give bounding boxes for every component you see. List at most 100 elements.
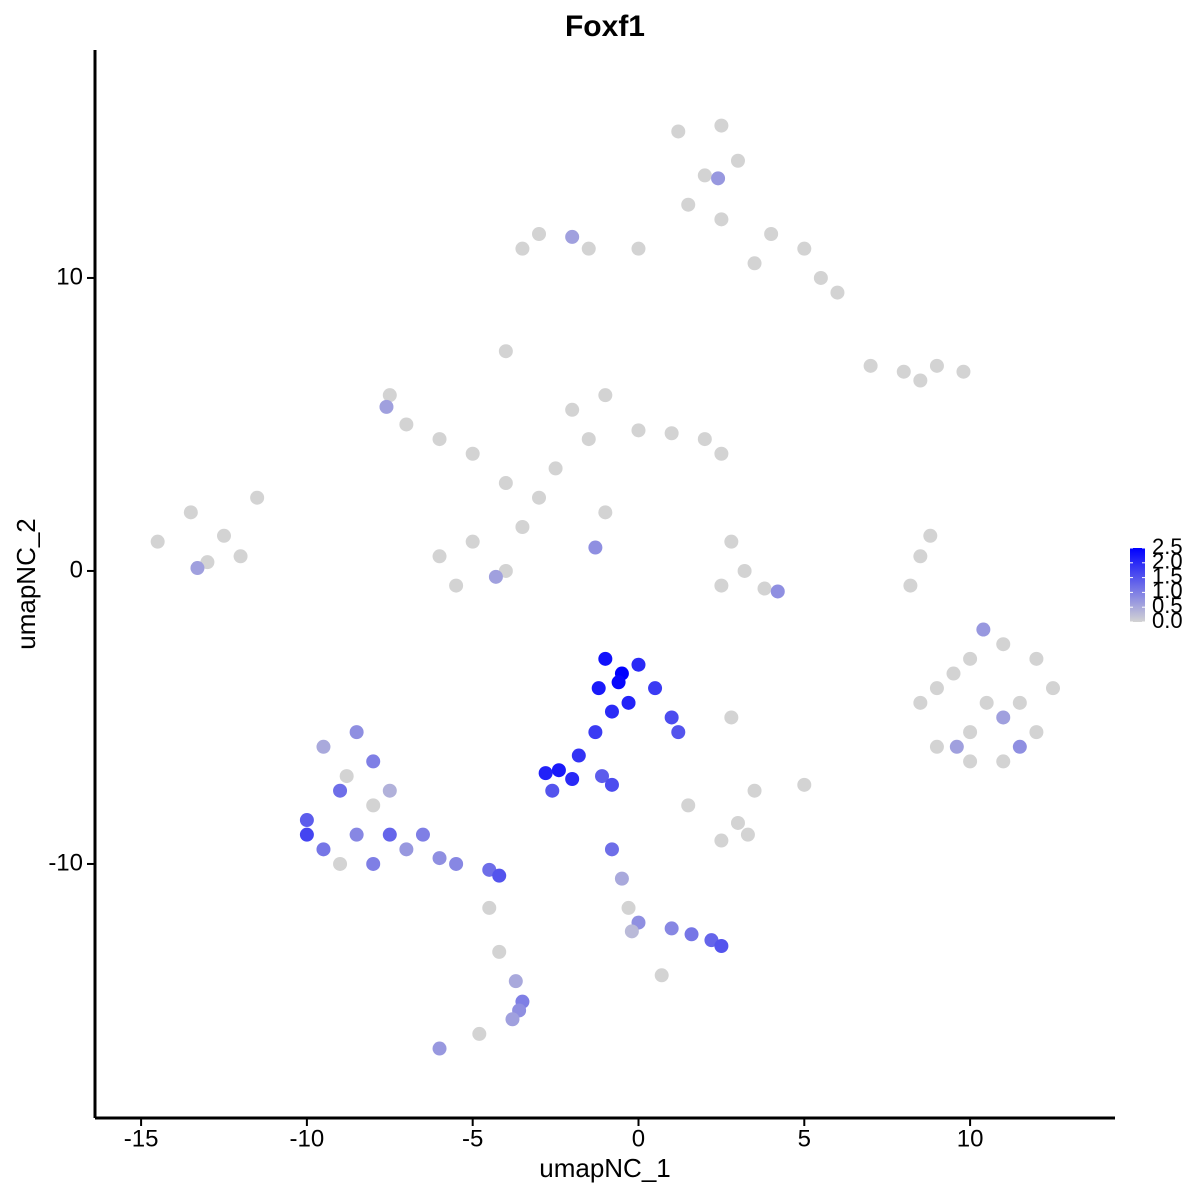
cell-point [581,432,596,447]
x-tick-label: -15 [124,1125,159,1152]
cell-point [250,490,265,505]
cell-point [664,710,679,725]
cell-point [299,813,314,828]
colorbar-tick-label: 0.0 [1152,608,1183,633]
cell-point [316,842,331,857]
cell-point [565,771,580,786]
cell-point [956,364,971,379]
cell-point [1012,739,1027,754]
colorbar-tick-label: 1.5 [1152,563,1183,588]
cell-point [664,921,679,936]
cell-point [929,681,944,696]
cell-point [1029,651,1044,666]
cell-point [621,695,636,710]
cell-point [913,549,928,564]
cell-point [339,769,354,784]
cell-point [730,153,745,168]
cell-point [538,766,553,781]
cell-point [366,754,381,769]
cell-point [399,842,414,857]
cell-point [571,748,586,763]
cell-point [432,432,447,447]
cell-point [923,528,938,543]
cell-point [472,1026,487,1041]
y-tick-label: -10 [48,849,83,876]
cell-point [349,827,364,842]
cell-point [830,285,845,300]
cell-point [598,651,613,666]
y-axis-label: umapNC_2 [11,518,41,650]
cell-point [515,520,530,535]
cell-point [233,549,248,564]
cell-point [508,974,523,989]
cell-point [913,373,928,388]
cell-point [379,399,394,414]
cell-point [498,344,513,359]
cell-point [714,578,729,593]
cell-point [747,256,762,271]
cell-point [515,241,530,256]
cell-point [399,417,414,432]
cell-point [621,900,636,915]
cell-point [216,528,231,543]
cell-point [366,798,381,813]
x-tick-label: 10 [957,1125,984,1152]
cell-point [654,968,669,983]
colorbar-tick-label: 0.5 [1152,593,1183,618]
cell-point [1029,725,1044,740]
cell-point [648,681,663,696]
cell-point [333,783,348,798]
colorbar [1130,548,1145,622]
cell-point [929,739,944,754]
cell-point [963,754,978,769]
cell-point [681,197,696,212]
cell-point [532,490,547,505]
cell-point [757,581,772,596]
cell-point [671,725,686,740]
cell-point [949,739,964,754]
cell-point [714,939,729,954]
cell-point [492,868,507,883]
cell-point [488,569,503,584]
cell-point [449,578,464,593]
chart-title: Foxf1 [565,10,645,43]
cell-point [449,856,464,871]
cell-point [349,725,364,740]
cell-point [724,534,739,549]
cell-point [740,827,755,842]
y-tick-label: 0 [70,556,83,583]
cell-point [492,944,507,959]
cell-point [747,783,762,798]
cell-point [737,563,752,578]
colorbar-tick-label: 1.0 [1152,578,1183,603]
cell-point [183,505,198,520]
cell-point [797,241,812,256]
cell-point [979,695,994,710]
cell-point [913,695,928,710]
x-tick-label: 5 [798,1125,811,1152]
cell-point [664,426,679,441]
cell-point [611,675,626,690]
cell-point [946,666,961,681]
cell-point [598,388,613,403]
cell-point [711,171,726,186]
cell-point [382,783,397,798]
cell-point [432,1041,447,1056]
cell-point [598,505,613,520]
x-tick-label: -10 [290,1125,325,1152]
cell-point [903,578,918,593]
cell-point [714,833,729,848]
cell-point [614,871,629,886]
cell-point [432,851,447,866]
cell-point [624,924,639,939]
cell-point [581,241,596,256]
cell-point [382,388,397,403]
cell-point [150,534,165,549]
cell-point [963,725,978,740]
y-tick-label: 10 [56,263,83,290]
cell-point [996,754,1011,769]
cell-point [545,783,560,798]
cell-point [631,657,646,672]
cell-point [316,739,331,754]
